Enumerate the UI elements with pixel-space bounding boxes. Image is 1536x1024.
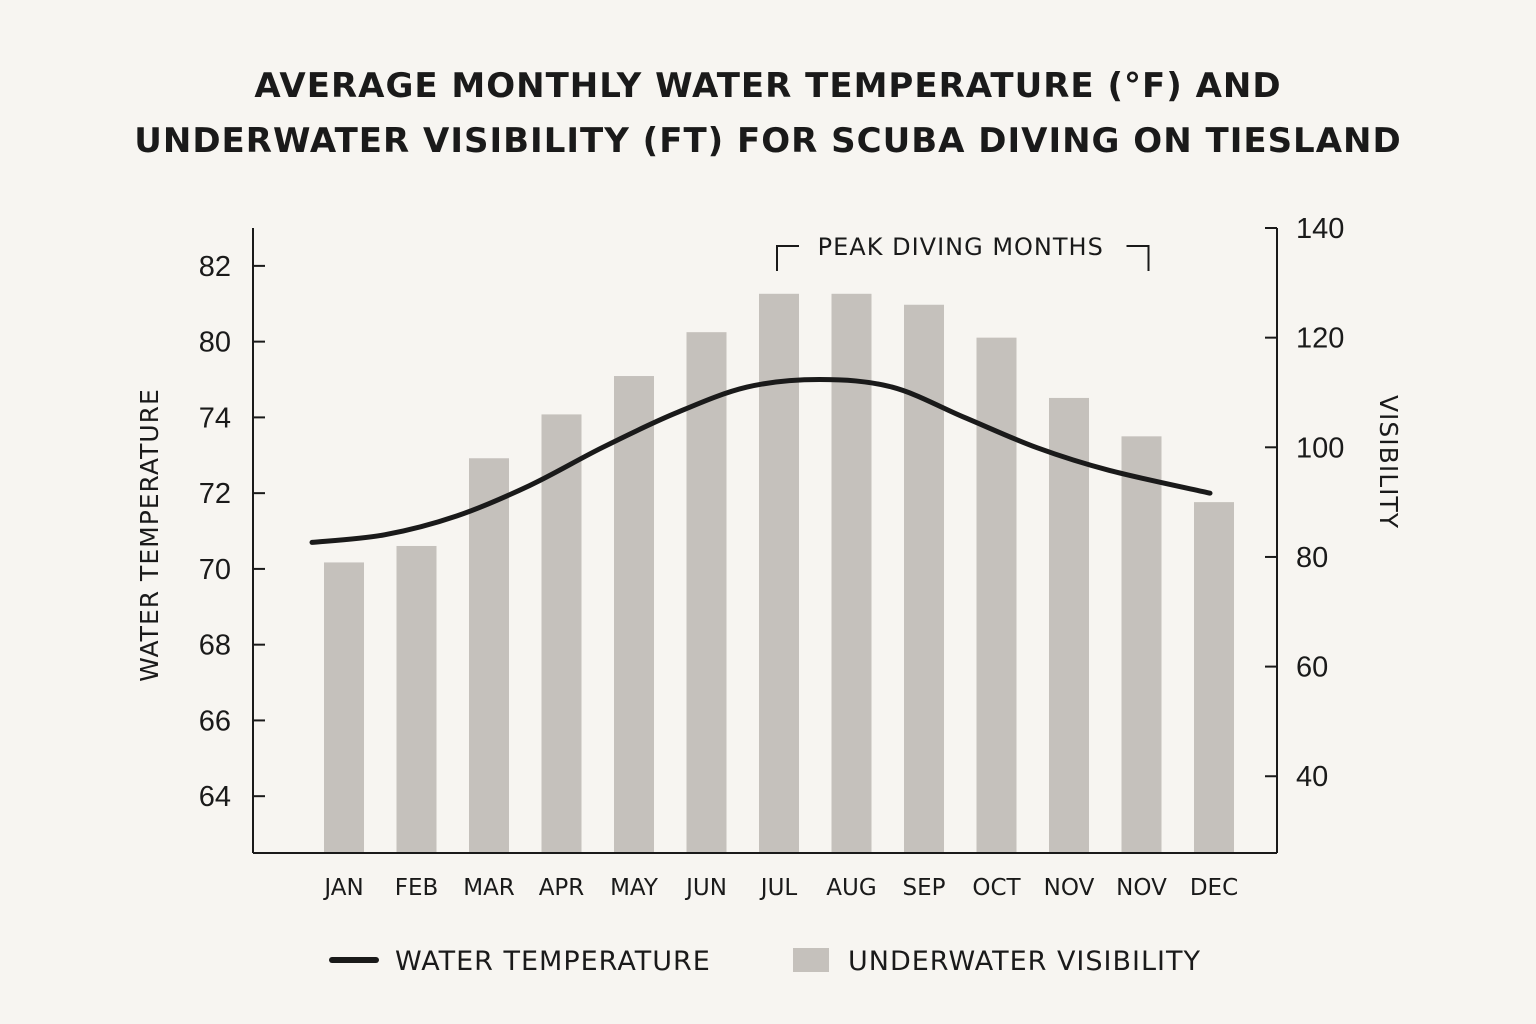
right-tick-label-2: 80 (1296, 542, 1328, 574)
month-label-apr-3: APR (539, 875, 585, 901)
visibility-bar-dec-12 (1194, 502, 1234, 853)
left-tick-label-4: 72 (199, 478, 231, 510)
chart-title-line-2: UNDERWATER VISIBILITY (FT) FOR SCUBA DIV… (134, 121, 1402, 161)
month-label-jul-6: JUL (759, 875, 798, 901)
month-label-sep-8: SEP (902, 875, 945, 901)
visibility-bar-aug-7 (831, 293, 872, 854)
right-axis-title: VISIBILITY (1374, 395, 1403, 529)
month-label-nov-11: NOV (1116, 875, 1167, 901)
month-label-oct-9: OCT (972, 875, 1021, 901)
left-tick-label-2: 68 (199, 630, 231, 662)
visibility-bar-oct-9 (976, 337, 1017, 853)
left-tick-label-0: 64 (199, 781, 231, 813)
left-tick-label-6: 80 (199, 327, 231, 359)
water-temperature-line (309, 377, 1213, 545)
visibility-bar-jul-6 (759, 293, 799, 854)
legend-visibility-swatch (793, 948, 829, 972)
right-tick-label-3: 100 (1296, 432, 1344, 464)
right-tick-label-5: 140 (1296, 213, 1344, 245)
peak-diving-months-label: PEAK DIVING MONTHS (818, 233, 1104, 261)
visibility-bar-jan-0 (324, 562, 364, 853)
left-tick-label-7: 82 (199, 251, 231, 283)
visibility-bar-jun-5 (686, 332, 727, 854)
month-label-nov-10: NOV (1044, 875, 1095, 901)
left-tick-label-1: 66 (199, 705, 231, 737)
month-label-dec-12: DEC (1190, 875, 1238, 901)
month-label-jan-0: JAN (322, 875, 363, 901)
month-label-aug-7: AUG (826, 875, 876, 901)
month-label-mar-2: MAR (463, 875, 515, 901)
month-label-may-4: MAY (610, 875, 659, 901)
right-tick-label-4: 120 (1296, 323, 1344, 355)
month-label-jun-5: JUN (684, 875, 727, 901)
visibility-bar-feb-1 (396, 545, 437, 853)
right-tick-label-1: 60 (1296, 652, 1328, 684)
left-axis-title: WATER TEMPERATURE (135, 388, 164, 682)
visibility-bar-sep-8 (904, 304, 944, 853)
month-label-feb-1: FEB (395, 875, 439, 901)
left-tick-label-5: 74 (199, 402, 231, 434)
visibility-bar-nov-10 (1049, 397, 1089, 853)
visibility-bar-nov-11 (1121, 436, 1162, 853)
right-tick-label-0: 40 (1296, 761, 1328, 793)
legend-visibility-label: UNDERWATER VISIBILITY (848, 946, 1201, 977)
visibility-bar-mar-2 (469, 458, 509, 853)
visibility-bar-apr-3 (541, 414, 582, 853)
visibility-bar-may-4 (614, 376, 654, 853)
legend-temperature-label: WATER TEMPERATURE (395, 946, 711, 977)
peak-bracket-right (1126, 245, 1150, 271)
chart-title-line-1: AVERAGE MONTHLY WATER TEMPERATURE (°F) A… (254, 66, 1282, 106)
left-tick-label-3: 70 (199, 554, 231, 586)
peak-bracket-left (776, 245, 799, 271)
